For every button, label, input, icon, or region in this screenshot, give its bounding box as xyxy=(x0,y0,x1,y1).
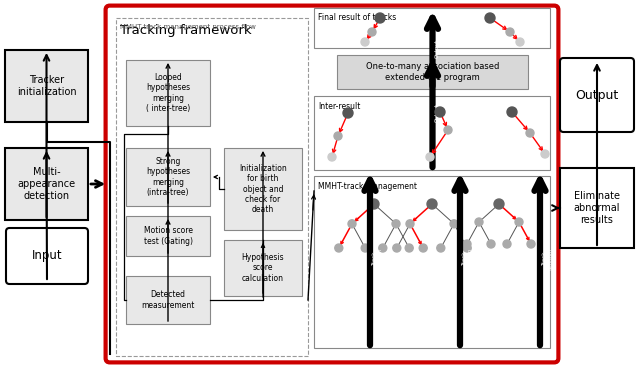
Circle shape xyxy=(435,107,445,117)
Circle shape xyxy=(405,244,413,252)
Bar xyxy=(560,168,634,248)
Text: Initialization
for birth
object and
check for
death: Initialization for birth object and chec… xyxy=(239,164,287,214)
Circle shape xyxy=(343,108,353,118)
Bar xyxy=(116,18,308,356)
Text: Output: Output xyxy=(435,39,440,58)
FancyBboxPatch shape xyxy=(560,58,634,132)
Text: Tracker
initialization: Tracker initialization xyxy=(17,75,76,97)
Bar xyxy=(126,148,210,206)
Text: Motion score
test (Gating): Motion score test (Gating) xyxy=(143,226,193,246)
Circle shape xyxy=(475,218,483,226)
Bar xyxy=(224,148,302,230)
Bar xyxy=(314,8,550,48)
Bar xyxy=(314,176,550,348)
Circle shape xyxy=(487,240,495,248)
Circle shape xyxy=(485,13,495,23)
Bar xyxy=(126,276,210,324)
FancyBboxPatch shape xyxy=(6,228,88,284)
Circle shape xyxy=(463,240,471,248)
FancyBboxPatch shape xyxy=(106,6,558,362)
Text: Tracking framework: Tracking framework xyxy=(120,24,252,37)
Text: Looped
hypotheses
merging
( inter-tree): Looped hypotheses merging ( inter-tree) xyxy=(146,73,190,113)
Circle shape xyxy=(393,244,401,252)
Bar xyxy=(5,50,88,122)
Text: Hypothesis
score
calculation: Hypothesis score calculation xyxy=(242,253,284,283)
Text: Output: Output xyxy=(435,103,440,122)
Circle shape xyxy=(494,199,504,209)
Circle shape xyxy=(527,240,535,248)
Circle shape xyxy=(450,220,458,228)
Circle shape xyxy=(463,244,471,252)
Circle shape xyxy=(541,150,549,158)
Circle shape xyxy=(503,240,511,248)
Text: Output: Output xyxy=(575,89,619,101)
Text: Eliminate
abnormal
results: Eliminate abnormal results xyxy=(573,192,620,225)
Text: Input: Input xyxy=(32,249,62,262)
Bar xyxy=(337,55,528,89)
Circle shape xyxy=(361,244,369,252)
Circle shape xyxy=(379,244,387,252)
Text: Multi-
appearance
detection: Multi- appearance detection xyxy=(17,168,76,201)
Circle shape xyxy=(507,107,517,117)
Text: MMHT-track management: MMHT-track management xyxy=(318,182,417,191)
Text: MMHT-track management process flow: MMHT-track management process flow xyxy=(120,24,256,30)
Text: Track
deletion: Track deletion xyxy=(542,248,553,270)
Circle shape xyxy=(427,199,437,209)
Circle shape xyxy=(368,28,376,36)
Circle shape xyxy=(369,199,379,209)
Text: Final result of tracks: Final result of tracks xyxy=(318,13,396,22)
Bar xyxy=(224,240,302,296)
Bar xyxy=(5,148,88,220)
Text: Inter-result: Inter-result xyxy=(318,102,360,111)
Circle shape xyxy=(361,38,369,46)
Circle shape xyxy=(437,244,445,252)
Text: Track
deletion: Track deletion xyxy=(462,248,473,270)
Circle shape xyxy=(334,132,342,140)
Circle shape xyxy=(506,28,514,36)
Text: Detected
measurement: Detected measurement xyxy=(141,290,195,310)
Circle shape xyxy=(392,220,400,228)
Circle shape xyxy=(516,38,524,46)
Circle shape xyxy=(375,13,385,23)
Text: One-to-many association based
extended 0-1 program: One-to-many association based extended 0… xyxy=(366,62,499,82)
Text: Strong
hypotheses
merging
(intra-tree): Strong hypotheses merging (intra-tree) xyxy=(146,157,190,197)
Circle shape xyxy=(328,153,336,161)
Circle shape xyxy=(335,244,343,252)
Circle shape xyxy=(406,220,414,228)
Circle shape xyxy=(348,220,356,228)
Bar xyxy=(314,96,550,170)
Circle shape xyxy=(515,218,523,226)
Circle shape xyxy=(419,244,428,252)
Circle shape xyxy=(426,153,434,161)
Text: Track
deletion: Track deletion xyxy=(372,248,383,270)
Circle shape xyxy=(526,129,534,137)
Circle shape xyxy=(444,126,452,134)
Bar xyxy=(126,60,210,126)
Bar xyxy=(126,216,210,256)
